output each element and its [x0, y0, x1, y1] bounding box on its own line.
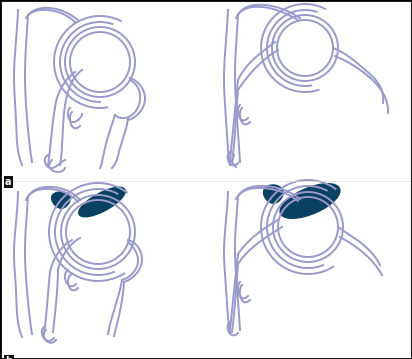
Polygon shape — [52, 192, 70, 208]
Polygon shape — [280, 184, 340, 218]
Text: a: a — [5, 177, 12, 187]
Text: b: b — [5, 356, 12, 359]
Polygon shape — [79, 187, 125, 217]
Polygon shape — [264, 185, 283, 203]
